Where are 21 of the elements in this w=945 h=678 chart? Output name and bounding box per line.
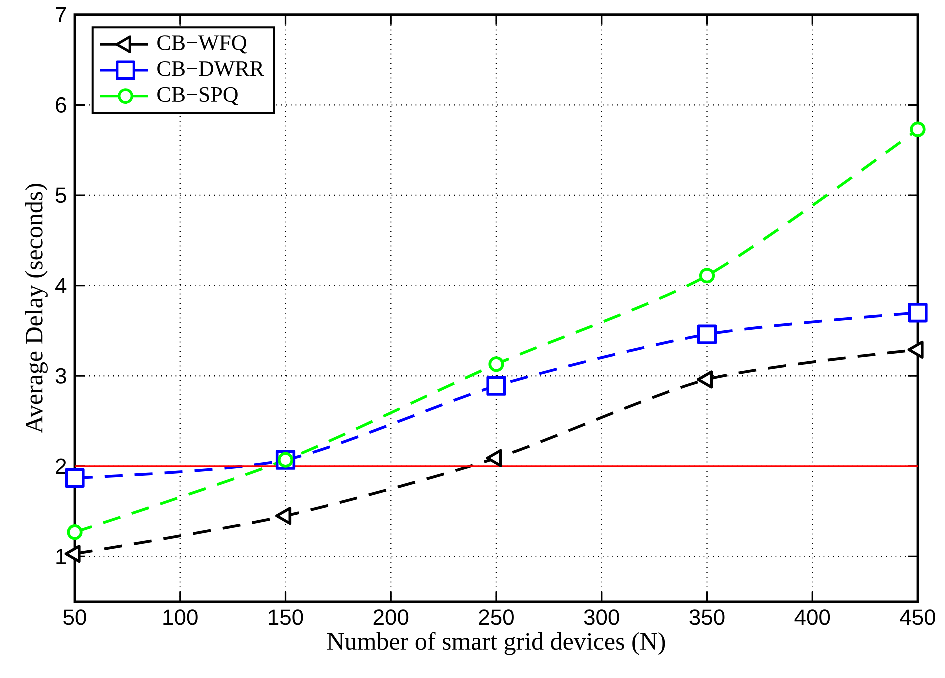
x-tick-label: 300 xyxy=(584,610,620,626)
y-tick-label: 4 xyxy=(56,278,67,294)
x-tick-label: 100 xyxy=(164,610,198,626)
x-tick-label: 400 xyxy=(794,610,830,626)
y-tick-label: 6 xyxy=(56,97,66,114)
y-tick-label: 2 xyxy=(56,458,66,474)
legend-label: CB−SPQ xyxy=(158,87,238,106)
y-tick-label: 3 xyxy=(56,368,66,384)
x-tick-label: 150 xyxy=(269,610,304,626)
y-axis-title: Average Delay (seconds) xyxy=(25,184,48,434)
x-tick-label: 50 xyxy=(64,610,86,626)
y-tick-label: 5 xyxy=(56,188,66,204)
x-tick-label: 200 xyxy=(374,610,409,626)
x-tick-label: 450 xyxy=(900,610,936,626)
x-tick-label: 350 xyxy=(690,610,725,626)
y-tick-label: 1 xyxy=(56,549,66,564)
y-tick-label: 7 xyxy=(56,7,66,22)
legend-label: CB−DWRR xyxy=(158,62,264,76)
x-tick-label: 250 xyxy=(479,610,514,626)
legend-label: CB−WFQ xyxy=(158,36,247,54)
x-axis-title: Number of smart grid devices (N) xyxy=(327,632,666,656)
